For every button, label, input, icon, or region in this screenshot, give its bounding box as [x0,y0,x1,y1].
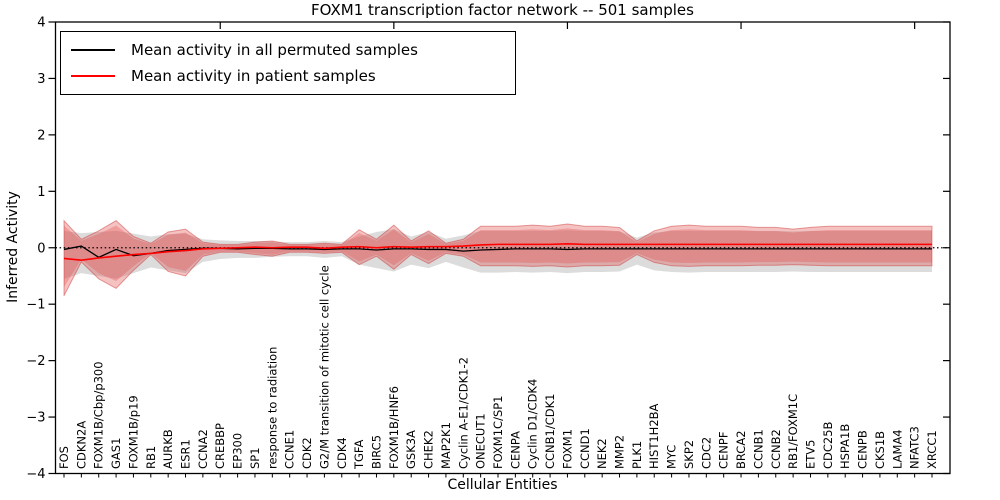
x-tick-label: NEK2 [595,438,609,469]
legend-label-patient: Mean activity in patient samples [131,67,376,86]
x-tick-label: FOXM1B/p19 [126,395,140,469]
x-tick-label: CREBBP [213,423,227,469]
x-tick-label: FOXM1B/Cbp/p300 [92,361,106,469]
x-tick-label: CCNB1 [751,429,765,469]
x-tick-label: ETV5 [803,440,817,469]
x-tick-label: HIST1H2BA [647,403,661,469]
x-tick-label: FOXM1 [560,429,574,469]
x-tick-label: CKS1B [873,431,887,469]
x-tick-label: ONECUT1 [474,413,488,469]
legend-label-permuted: Mean activity in all permuted samples [131,40,418,59]
patient-band-inner [64,225,932,288]
x-tick-label: CCNB2 [769,429,783,469]
x-tick-label: CENPA [508,431,522,469]
x-tick-label: CCNE1 [283,430,297,469]
x-tick-label: CDKN2A [74,421,88,469]
x-tick-label: GSK3A [404,430,418,469]
x-tick-label: CENPF [717,432,731,469]
x-tick-label: GAS1 [109,438,123,469]
x-tick-label: CENPB [856,430,870,469]
x-tick-label: LAMA4 [890,429,904,469]
x-tick-label: CCNA2 [196,429,210,469]
x-tick-label: FOXM1B/HNF6 [387,386,401,469]
x-tick-label: EP300 [231,433,245,469]
x-axis-label: Cellular Entities [447,477,558,493]
legend-entry-patient: Mean activity in patient samples [61,67,515,85]
y-tick-label: 1 [37,185,45,200]
y-axis-label: Inferred Activity [5,191,21,303]
y-tick-label: −4 [26,467,45,482]
x-tick-label: MMP2 [613,435,627,469]
x-tick-label: HSPA1B [838,424,852,469]
x-tick-label: RB1/FOXM1C [786,394,800,469]
patient-line-swatch [71,75,115,78]
x-tick-label: RB1 [144,446,158,469]
x-tick-label: MYC [665,445,679,469]
x-tick-label: BIRC5 [369,435,383,469]
patient-mean-line [63,242,932,261]
y-tick-label: 4 [37,16,45,31]
y-tick-label: 0 [37,241,45,256]
x-tick-label: Cyclin A-E1/CDK1-2 [456,357,470,469]
x-tick-label: CHEK2 [422,430,436,469]
x-tick-label: CCNB1/CDK1 [543,394,557,470]
x-tick-label: CDC25B [821,421,835,469]
y-tick-label: −3 [26,411,45,426]
permuted-line-swatch [71,48,115,51]
x-tick-label: TGFA [352,440,366,470]
x-tick-label: CDK2 [300,437,314,469]
x-tick-label: response to radiation [265,347,279,469]
y-tick-label: 3 [37,72,45,87]
x-tick-label: SP1 [248,447,262,469]
y-tick-label: −2 [26,354,45,369]
x-tick-label: AURKB [161,429,175,469]
x-tick-label: NFATC3 [908,426,922,469]
x-tick-label: Cyclin D1/CDK4 [526,379,540,469]
y-tick-label: 2 [37,128,45,143]
x-tick-label: MAP2K1 [439,422,453,469]
x-tick-label: G2/M transition of mitotic cell cycle [317,265,331,469]
x-tick-label: XRCC1 [925,430,939,469]
legend-entry-permuted: Mean activity in all permuted samples [61,41,515,59]
permuted-band [64,229,932,279]
x-tick-label: ESR1 [179,439,193,469]
x-tick-label: BRCA2 [734,430,748,469]
y-tick-label: −1 [26,298,45,313]
x-tick-label: CCND1 [578,428,592,469]
x-tick-label: CDK4 [335,437,349,469]
x-tick-label: SKP2 [682,440,696,469]
x-tick-label: CDC2 [699,437,713,469]
patient-band [63,219,933,296]
chart-title: FOXM1 transcription factor network -- 50… [311,1,694,19]
x-tick-label: FOXM1C/SP1 [491,395,505,469]
x-tick-label: FOS [57,446,71,469]
legend: Mean activity in all permuted samples Me… [60,31,516,95]
x-tick-label: PLK1 [630,441,644,469]
